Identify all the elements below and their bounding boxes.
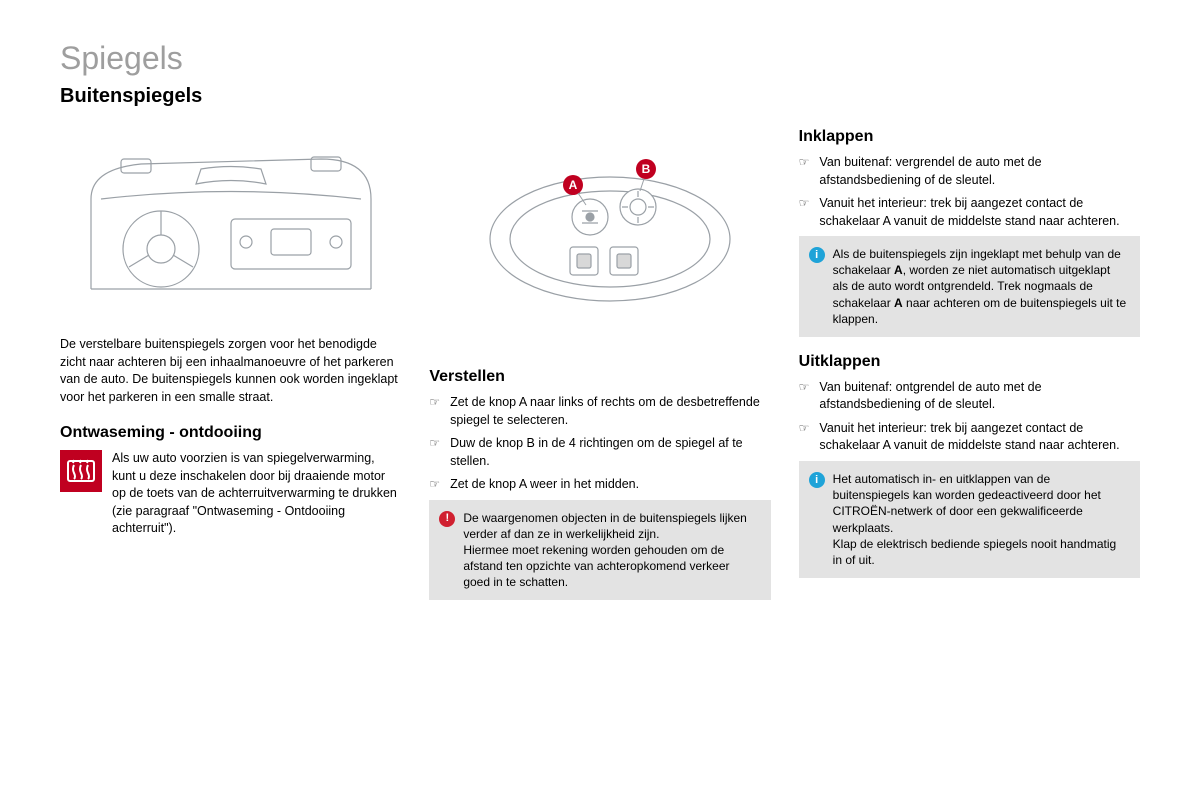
warning-box: ! De waargenomen objecten in de buitensp… [429,500,770,601]
info-icon: i [809,472,825,488]
warning-icon: ! [439,511,455,527]
content-columns: De verstelbare buitenspiegels zorgen voo… [60,124,1140,612]
badge-b-label: B [642,162,651,176]
note-box-2: i Het automatisch in- en uitklappen van … [799,461,1140,578]
fold-in-step-2: Vanuit het interieur: trek bij aangezet … [819,195,1140,230]
column-1: De verstelbare buitenspiegels zorgen voo… [60,124,401,612]
badge-a-label: A [569,178,578,192]
column-3: Inklappen Van buitenaf: vergrendel de au… [799,124,1140,612]
adjust-heading: Verstellen [429,368,770,386]
adjust-step-1: Zet de knop A naar links of rechts om de… [450,394,771,429]
defrost-text: Als uw auto voorzien is van spiegelverwa… [112,450,401,538]
page-subtitle: Buitenspiegels [60,85,1140,108]
fold-in-step-1: Van buitenaf: vergrendel de auto met de … [819,154,1140,189]
note-box-1: i Als de buitenspiegels zijn ingeklapt m… [799,236,1140,337]
column-2: A B Verstellen Zet de knop A naar links … [429,124,770,612]
note-2-text: Het automatisch in- en uitklappen van de… [833,471,1128,568]
defrost-heading: Ontwaseming - ontdooiing [60,424,401,442]
intro-text: De verstelbare buitenspiegels zorgen voo… [60,336,401,406]
adjust-step-2: Duw de knop B in de 4 richtingen om de s… [450,435,771,470]
fold-in-heading: Inklappen [799,128,1140,146]
fold-out-heading: Uitklappen [799,353,1140,371]
control-panel-illustration: A B [429,124,770,334]
note-1-text: Als de buitenspiegels zijn ingeklapt met… [833,246,1128,327]
defrost-row: Als uw auto voorzien is van spiegelverwa… [60,450,401,538]
info-icon: i [809,247,825,263]
fold-out-step-1: Van buitenaf: ontgrendel de auto met de … [819,379,1140,414]
dashboard-illustration [60,124,401,324]
warning-text: De waargenomen objecten in de buitenspie… [463,510,758,591]
defrost-icon [60,450,102,492]
fold-in-steps: Van buitenaf: vergrendel de auto met de … [799,154,1140,236]
fold-out-step-2: Vanuit het interieur: trek bij aangezet … [819,420,1140,455]
fold-out-steps: Van buitenaf: ontgrendel de auto met de … [799,379,1140,461]
adjust-step-3: Zet de knop A weer in het midden. [450,476,639,494]
adjust-steps: Zet de knop A naar links of rechts om de… [429,394,770,500]
page-title: Spiegels [60,40,1140,77]
